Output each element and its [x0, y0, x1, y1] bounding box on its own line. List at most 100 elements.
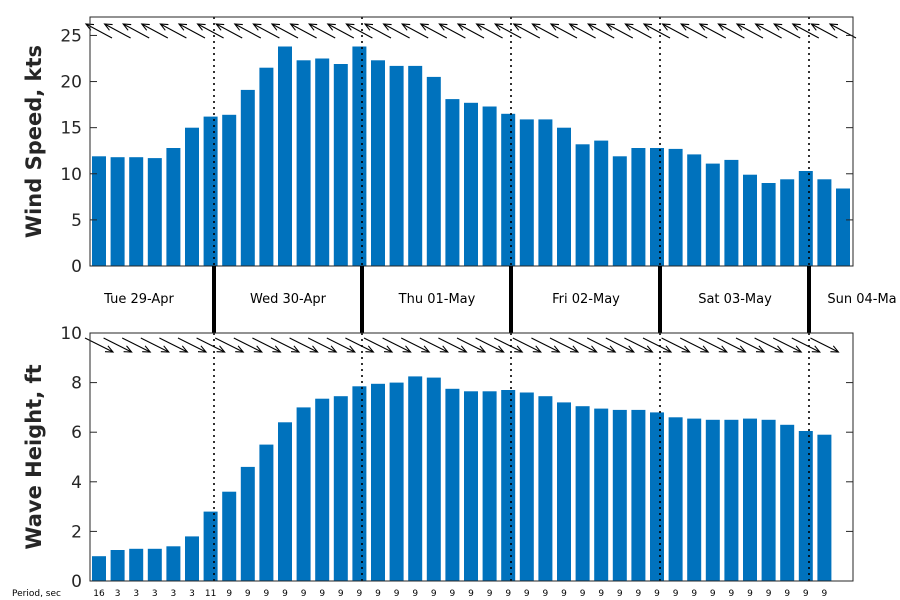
- period-value: 9: [412, 589, 418, 599]
- direction-arrow: [718, 23, 745, 39]
- bar: [185, 127, 199, 266]
- bar: [780, 424, 795, 581]
- y-axis-label: Wind Speed, kts: [22, 45, 46, 238]
- bar: [240, 89, 255, 267]
- direction-arrow-head: [494, 23, 504, 31]
- direction-arrow: [289, 337, 318, 353]
- bar: [371, 60, 385, 266]
- bar: [501, 390, 516, 581]
- period-value: 9: [822, 589, 828, 599]
- bar: [687, 418, 702, 581]
- y-axis-label: Wave Height, ft: [22, 364, 46, 549]
- bar: [315, 58, 330, 266]
- period-value: 11: [205, 589, 216, 599]
- period-value: 9: [766, 589, 772, 599]
- direction-arrow-head: [754, 23, 764, 31]
- direction-arrow: [772, 337, 802, 353]
- direction-arrow-head: [197, 345, 208, 353]
- period-value: 9: [598, 589, 604, 599]
- bar: [333, 64, 348, 266]
- bar: [798, 171, 813, 266]
- direction-arrow-head: [216, 345, 226, 353]
- period-value: 9: [375, 589, 381, 599]
- bar: [147, 158, 162, 266]
- direction-arrow-head: [830, 345, 840, 353]
- direction-arrow-head: [755, 345, 766, 353]
- bar: [668, 148, 683, 266]
- wind-speed-panel: 0 5 10 15 20 25 Wind Speed, kts: [22, 16, 857, 277]
- direction-arrow: [811, 23, 838, 39]
- direction-arrow-head: [309, 345, 319, 353]
- period-value: 9: [468, 589, 474, 599]
- direction-arrow-head: [346, 345, 357, 353]
- direction-arrow: [550, 23, 578, 39]
- period-value: 9: [803, 589, 809, 599]
- direction-arrow-head: [421, 345, 431, 353]
- bar: [482, 391, 497, 581]
- bar: [278, 46, 292, 266]
- bar: [445, 388, 460, 581]
- direction-arrow: [569, 23, 596, 39]
- bar: [538, 119, 553, 267]
- day-label: Sun 04-Ma: [827, 292, 896, 307]
- bar: [631, 409, 646, 581]
- period-row: Period, sec 16 3 3 3 3 3 11 9 9 9 9 9 9 9 9 9 9 9 9 9 9 9 9 9 9 9 9…: [12, 589, 828, 599]
- period-value: 9: [245, 589, 251, 599]
- bar: [445, 99, 460, 266]
- bar: [371, 383, 385, 581]
- bar: [705, 419, 720, 581]
- bar: [166, 148, 181, 266]
- direction-arrow-head: [308, 23, 318, 31]
- bar: [519, 392, 534, 581]
- direction-arrow-head: [419, 23, 429, 31]
- bar: [222, 114, 237, 266]
- direction-arrow-head: [624, 23, 634, 31]
- bar: [333, 396, 348, 581]
- direction-arrow: [513, 23, 541, 39]
- direction-arrow-head: [605, 23, 615, 31]
- bar: [389, 382, 404, 581]
- direction-arrow: [587, 23, 615, 39]
- bar: [185, 536, 199, 581]
- direction-arrow: [290, 23, 317, 39]
- period-value: 9: [691, 589, 697, 599]
- direction-arrow-head: [84, 23, 95, 31]
- direction-arrow-head: [568, 23, 578, 31]
- direction-arrow: [642, 337, 672, 353]
- direction-arrow: [699, 23, 727, 39]
- period-value: 9: [524, 589, 530, 599]
- direction-arrow: [178, 23, 206, 39]
- direction-arrow-head: [383, 345, 394, 353]
- direction-arrow-head: [569, 345, 580, 353]
- direction-arrow-head: [253, 345, 264, 353]
- direction-arrow: [456, 337, 486, 353]
- direction-arrow-head: [103, 23, 113, 31]
- direction-arrow: [625, 23, 652, 39]
- direction-arrow-head: [439, 345, 450, 353]
- direction-arrow-head: [737, 345, 747, 353]
- bar: [817, 179, 832, 266]
- period-value: 9: [710, 589, 716, 599]
- y-tick-label: 0: [71, 572, 82, 592]
- direction-arrow: [197, 23, 224, 39]
- period-value: 9: [636, 589, 642, 599]
- bar: [612, 156, 627, 266]
- bar: [147, 548, 162, 581]
- period-value: 9: [784, 589, 790, 599]
- direction-arrow-head: [625, 345, 636, 353]
- direction-arrow-head: [104, 345, 115, 353]
- bar: [798, 431, 813, 581]
- bar: [408, 65, 423, 267]
- period-value: 9: [338, 589, 344, 599]
- direction-arrow-head: [270, 23, 281, 31]
- direction-arrow: [234, 23, 262, 39]
- bar: [129, 157, 144, 266]
- period-value: 9: [729, 589, 735, 599]
- direction-arrow: [810, 337, 839, 353]
- bar: [259, 444, 274, 581]
- bar: [761, 419, 776, 581]
- direction-arrow-head: [475, 23, 485, 31]
- direction-arrow: [439, 23, 466, 39]
- period-value: 3: [152, 589, 158, 599]
- direction-arrow: [233, 337, 263, 353]
